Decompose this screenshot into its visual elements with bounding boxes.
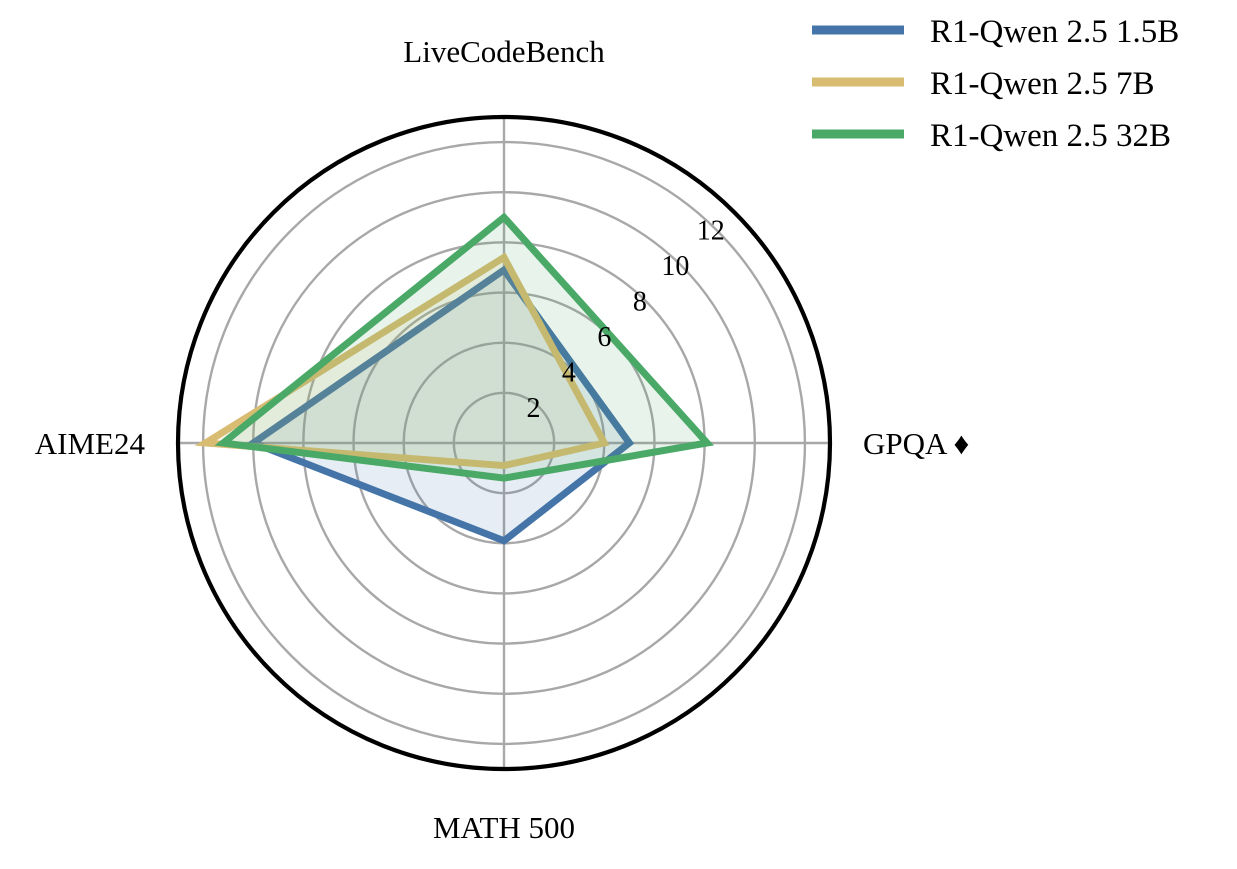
axis-labels: LiveCodeBench GPQA ♦ MATH 500 AIME24 xyxy=(35,34,969,845)
legend-entry-0[interactable]: R1-Qwen 2.5 1.5B xyxy=(812,14,1179,50)
series-area-2 xyxy=(223,217,708,479)
legend-entry-2[interactable]: R1-Qwen 2.5 32B xyxy=(812,118,1171,154)
series-outline-0[interactable] xyxy=(245,265,635,545)
legend-label-1: R1-Qwen 2.5 7B xyxy=(930,66,1155,102)
series-outline-2[interactable] xyxy=(214,212,714,482)
legend-entry-1[interactable]: R1-Qwen 2.5 7B xyxy=(812,66,1155,102)
radial-tick-6: 6 xyxy=(597,322,611,353)
radial-tick-2: 2 xyxy=(526,393,540,424)
axis-label-aime24: AIME24 xyxy=(35,426,146,461)
axis-label-math500: MATH 500 xyxy=(433,810,575,845)
radial-tick-12: 12 xyxy=(697,216,725,247)
radial-tick-10: 10 xyxy=(661,251,689,282)
radial-tick-8: 8 xyxy=(633,287,647,318)
series-area-1 xyxy=(205,257,605,466)
legend-label-2: R1-Qwen 2.5 32B xyxy=(930,118,1171,154)
outer-boundary-circle xyxy=(175,114,833,772)
axis-label-livecodebench: LiveCodeBench xyxy=(403,34,605,69)
series-layer xyxy=(194,212,714,545)
axis-label-gpqa: GPQA ♦ xyxy=(863,426,969,461)
chart-legend[interactable]: R1-Qwen 2.5 1.5B R1-Qwen 2.5 7B R1-Qwen 2.… xyxy=(812,14,1179,154)
legend-label-0: R1-Qwen 2.5 1.5B xyxy=(930,14,1179,50)
radial-tick-4: 4 xyxy=(562,357,576,388)
